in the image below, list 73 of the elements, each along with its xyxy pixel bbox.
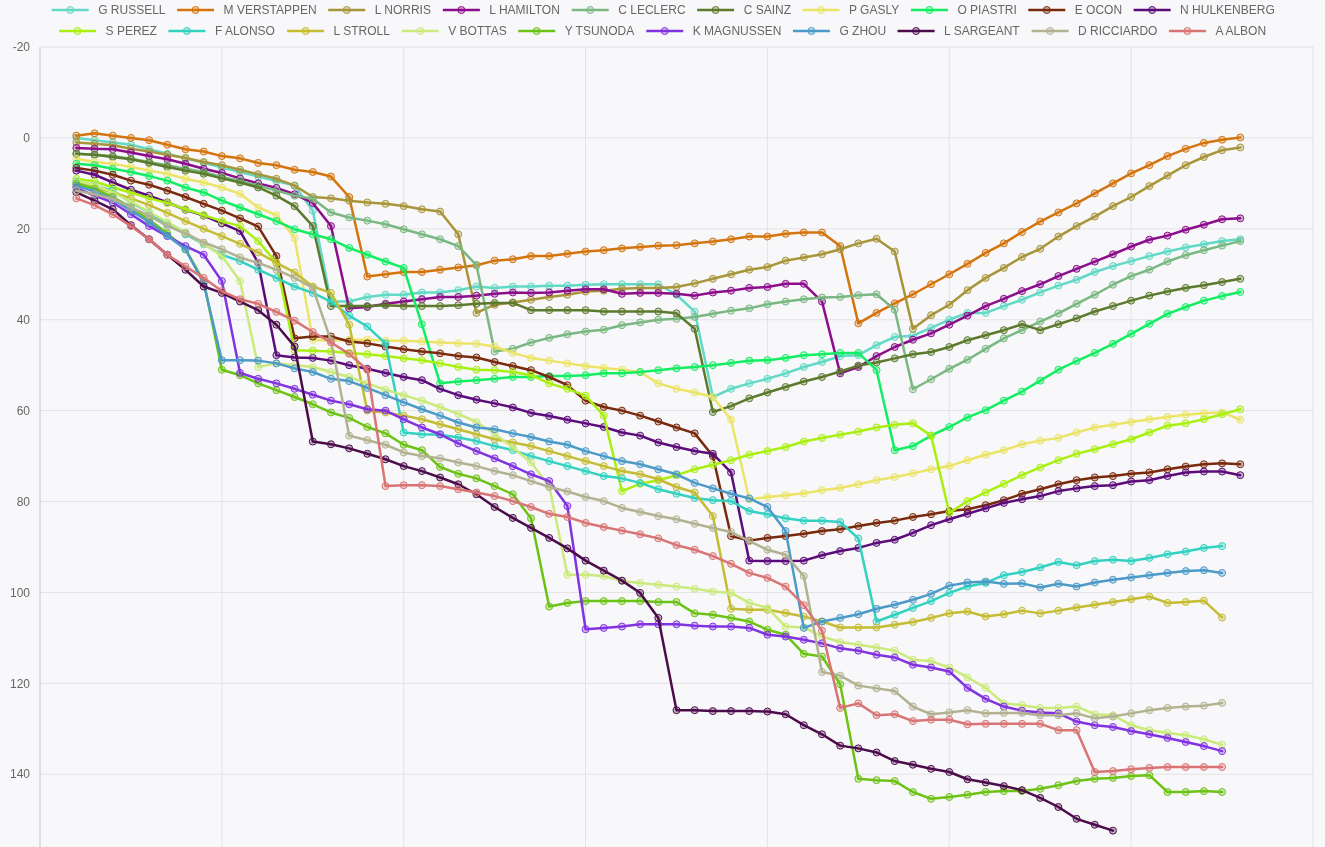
legend-label: F ALONSO (214, 24, 275, 39)
y-tick-label: 0 (23, 131, 31, 146)
y-tick-label: 120 (9, 676, 31, 691)
point (527, 523, 536, 532)
point (363, 449, 372, 458)
point (672, 706, 681, 715)
y-tick-label: 80 (16, 494, 31, 509)
point (308, 437, 317, 446)
point (417, 467, 426, 476)
point (290, 342, 299, 351)
point (690, 706, 699, 715)
y-tick-label: -20 (12, 40, 31, 55)
point (599, 566, 608, 575)
point (727, 707, 736, 716)
point (490, 503, 499, 511)
legend-label: L NORRIS (374, 3, 431, 18)
point (799, 721, 808, 730)
legend-label: G RUSSELL (98, 3, 166, 18)
point (763, 707, 772, 716)
point (927, 764, 936, 773)
legend-label: A ALBON (1215, 24, 1267, 39)
legend-label: L SARGEANT (944, 24, 1021, 39)
point (745, 707, 754, 716)
legend-label: P GASLY (848, 3, 900, 18)
point (272, 320, 281, 329)
point (399, 462, 408, 471)
legend-label: K MAGNUSSEN (692, 24, 782, 39)
legend-label: V BOTTAS (448, 24, 507, 39)
point (781, 710, 790, 719)
legend-label: S PEREZ (105, 24, 157, 39)
y-tick-label: 140 (9, 767, 31, 782)
y-tick-label: 40 (16, 312, 31, 327)
point (999, 782, 1008, 791)
legend-label: Y TSUNODA (564, 24, 635, 39)
point (1054, 803, 1063, 811)
point (872, 748, 881, 757)
y-tick-label: 100 (9, 585, 31, 600)
point (381, 455, 390, 464)
legend-label: N HULKENBERG (1180, 3, 1275, 18)
y-tick-label: 20 (16, 222, 31, 237)
point (654, 613, 663, 622)
point (1072, 814, 1081, 823)
legend-label: D RICCIARDO (1078, 24, 1158, 39)
point (345, 444, 354, 453)
legend-label: C LECLERC (618, 3, 686, 18)
legend-label: O PIASTRI (957, 3, 1017, 18)
point (890, 757, 899, 766)
point (254, 306, 263, 315)
point (326, 440, 335, 449)
y-tick-label: 60 (16, 403, 31, 418)
point (1108, 826, 1117, 835)
point (508, 513, 517, 522)
legend-label: L STROLL (333, 24, 391, 39)
point (836, 741, 845, 750)
legend-label: C SAINZ (743, 3, 791, 18)
point (581, 556, 590, 565)
legend-label: L HAMILTON (489, 3, 560, 18)
point (708, 707, 717, 716)
point (981, 778, 990, 787)
point (963, 775, 972, 784)
point (817, 730, 826, 739)
point (908, 760, 917, 769)
point (436, 473, 445, 482)
point (545, 533, 554, 542)
point (636, 588, 645, 597)
legend-label: E OCON (1074, 3, 1123, 18)
legend-label: G ZHOU (839, 24, 887, 39)
point (1090, 820, 1099, 829)
point (1036, 793, 1045, 802)
point (854, 744, 863, 753)
point (945, 768, 954, 776)
legend-label: M VERSTAPPEN (223, 3, 317, 18)
point (563, 544, 572, 553)
